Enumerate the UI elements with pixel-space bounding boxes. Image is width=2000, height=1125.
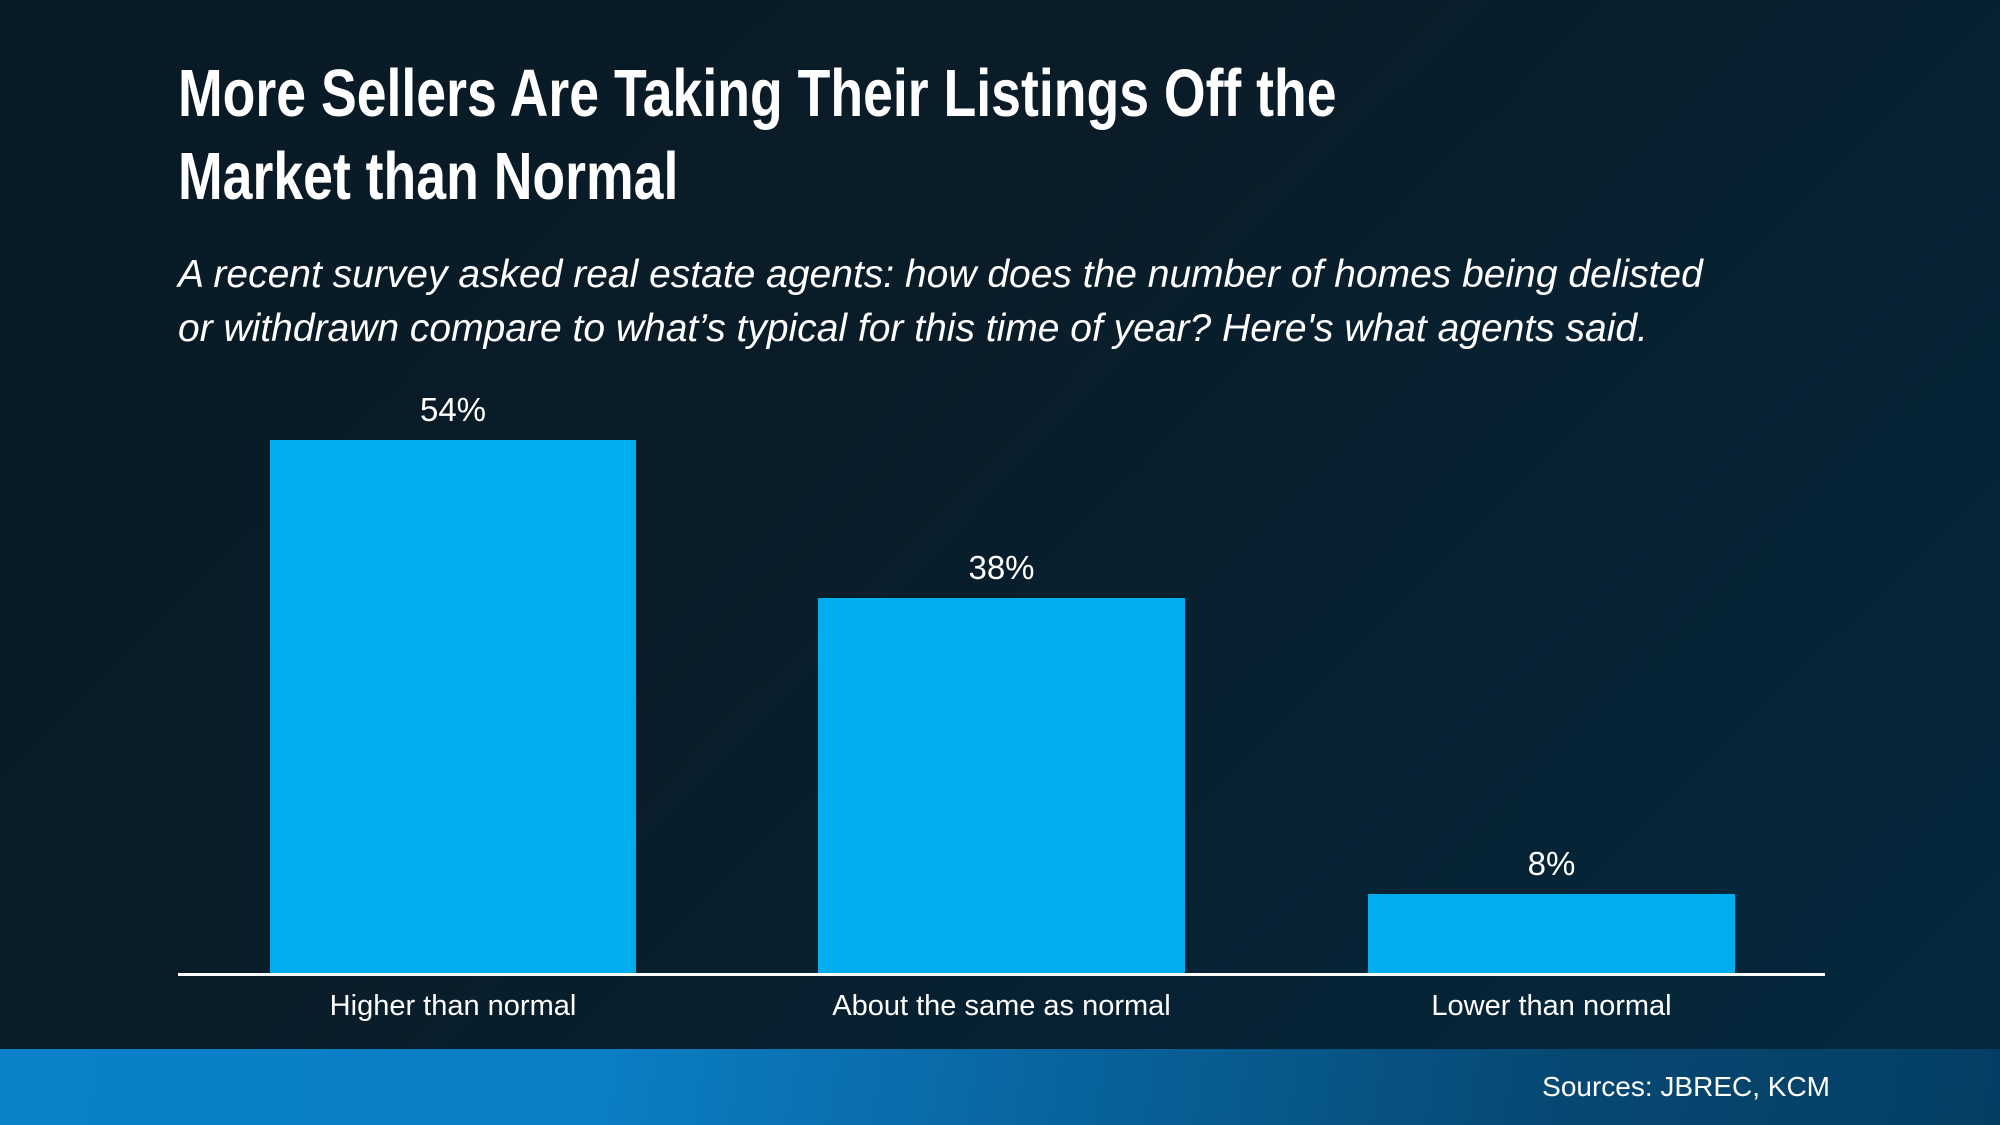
bar-category-label: Higher than normal xyxy=(329,990,577,1022)
page-title: More Sellers Are Taking Their Listings O… xyxy=(178,52,1703,218)
bar-value-label: 54% xyxy=(419,391,487,428)
footer-band: Sources: JBREC, KCM xyxy=(0,1049,2000,1125)
title-line-1: More Sellers Are Taking Their Listings O… xyxy=(178,56,1337,131)
bar-chart: 54% Higher than normal 38% About the sam… xyxy=(178,330,1825,1022)
bar-category-label: Lower than normal xyxy=(1431,990,1672,1022)
subtitle: A recent survey asked real estate agents… xyxy=(178,248,1703,356)
title-line-2: Market than Normal xyxy=(178,139,679,214)
header: More Sellers Are Taking Their Listings O… xyxy=(178,52,1703,356)
bar-value-label: 8% xyxy=(1527,845,1576,882)
bar-lower-than-normal xyxy=(1368,894,1735,973)
subtitle-line-1: A recent survey asked real estate agents… xyxy=(178,253,1703,296)
subtitle-line-2: or withdrawn compare to what’s typical f… xyxy=(178,307,1648,350)
bar-group-lower-than-normal: 8% Lower than normal xyxy=(1368,330,1735,1022)
bar-group-higher-than-normal: 54% Higher than normal xyxy=(270,330,636,1022)
sources-text: Sources: JBREC, KCM xyxy=(1542,1071,1830,1102)
bar-group-about-same-as-normal: 38% About the same as normal xyxy=(818,330,1185,1022)
bar-value-label: 38% xyxy=(968,549,1035,586)
bar-category-label: About the same as normal xyxy=(832,990,1171,1022)
bar-higher-than-normal xyxy=(270,440,636,973)
bar-about-same-as-normal xyxy=(818,598,1185,973)
